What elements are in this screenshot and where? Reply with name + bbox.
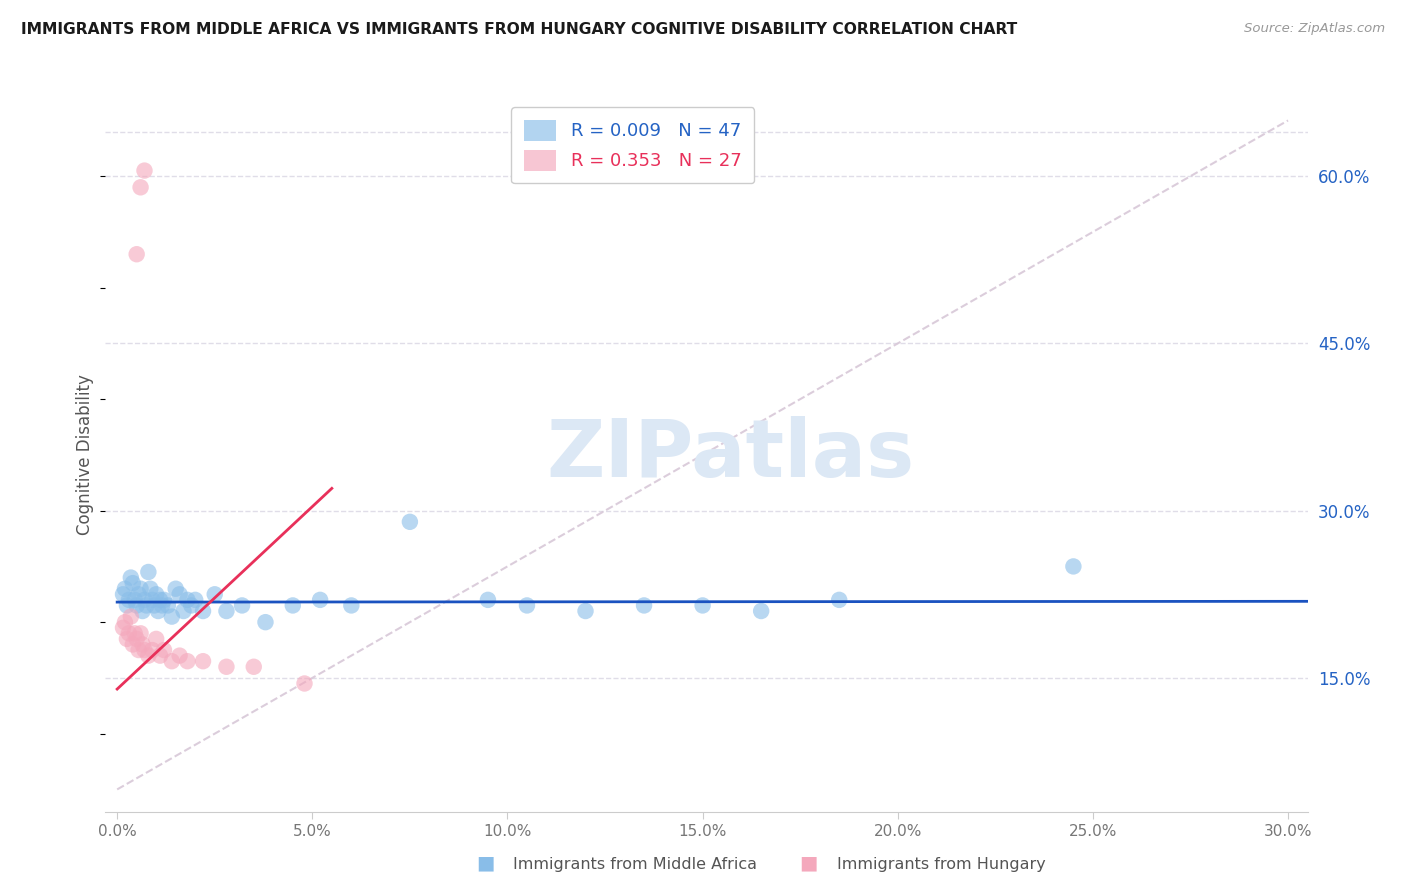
- Point: [139, 582, 162, 596]
- Point: [128, 643, 150, 657]
- Text: ■: ■: [799, 854, 818, 872]
- Point: [149, 592, 172, 607]
- Point: [399, 515, 422, 529]
- Point: [156, 599, 179, 613]
- Point: [281, 599, 304, 613]
- Point: [242, 660, 264, 674]
- Point: [294, 676, 316, 690]
- Point: [131, 604, 153, 618]
- Point: [111, 621, 134, 635]
- Point: [120, 571, 142, 585]
- Point: [215, 604, 238, 618]
- Point: [121, 637, 143, 651]
- Point: [118, 592, 141, 607]
- Point: [254, 615, 277, 630]
- Point: [340, 599, 363, 613]
- Point: [169, 648, 191, 663]
- Point: [134, 643, 156, 657]
- Point: [215, 660, 238, 674]
- Point: [115, 599, 138, 613]
- Point: [145, 632, 167, 646]
- Point: [153, 592, 176, 607]
- Text: ZIPatlas: ZIPatlas: [547, 416, 915, 494]
- Point: [128, 587, 150, 601]
- Point: [141, 643, 163, 657]
- Point: [633, 599, 655, 613]
- Point: [150, 599, 173, 613]
- Point: [231, 599, 253, 613]
- Point: [160, 654, 183, 668]
- Point: [129, 180, 152, 194]
- Point: [309, 592, 332, 607]
- Text: Immigrants from Middle Africa: Immigrants from Middle Africa: [513, 857, 758, 872]
- Point: [125, 632, 148, 646]
- Y-axis label: Cognitive Disability: Cognitive Disability: [76, 375, 94, 535]
- Point: [516, 599, 538, 613]
- Point: [111, 587, 134, 601]
- Point: [141, 592, 163, 607]
- Point: [153, 643, 176, 657]
- Point: [146, 604, 169, 618]
- Point: [176, 654, 198, 668]
- Point: [165, 582, 187, 596]
- Point: [477, 592, 499, 607]
- Text: IMMIGRANTS FROM MIDDLE AFRICA VS IMMIGRANTS FROM HUNGARY COGNITIVE DISABILITY CO: IMMIGRANTS FROM MIDDLE AFRICA VS IMMIGRA…: [21, 22, 1018, 37]
- Point: [149, 648, 172, 663]
- Point: [129, 582, 152, 596]
- Point: [191, 604, 214, 618]
- Point: [124, 592, 146, 607]
- Point: [114, 615, 136, 630]
- Text: Immigrants from Hungary: Immigrants from Hungary: [837, 857, 1045, 872]
- Point: [114, 582, 136, 596]
- Point: [191, 654, 214, 668]
- Point: [129, 626, 152, 640]
- Text: Source: ZipAtlas.com: Source: ZipAtlas.com: [1244, 22, 1385, 36]
- Point: [134, 592, 156, 607]
- Point: [160, 609, 183, 624]
- Point: [145, 587, 167, 601]
- Point: [118, 626, 141, 640]
- Point: [749, 604, 772, 618]
- Point: [828, 592, 851, 607]
- Point: [169, 587, 191, 601]
- Point: [184, 592, 207, 607]
- Point: [134, 163, 156, 178]
- Point: [138, 565, 160, 579]
- Point: [574, 604, 596, 618]
- Point: [143, 599, 166, 613]
- Point: [176, 592, 198, 607]
- Point: [173, 604, 195, 618]
- Point: [131, 637, 153, 651]
- Point: [121, 576, 143, 591]
- Point: [115, 632, 138, 646]
- Point: [135, 599, 157, 613]
- Point: [125, 599, 148, 613]
- Point: [692, 599, 714, 613]
- Legend: R = 0.009   N = 47, R = 0.353   N = 27: R = 0.009 N = 47, R = 0.353 N = 27: [512, 107, 754, 183]
- Point: [180, 599, 202, 613]
- Text: ■: ■: [475, 854, 495, 872]
- Point: [204, 587, 226, 601]
- Point: [125, 247, 148, 261]
- Point: [1062, 559, 1084, 574]
- Point: [120, 609, 142, 624]
- Point: [124, 626, 146, 640]
- Point: [138, 648, 160, 663]
